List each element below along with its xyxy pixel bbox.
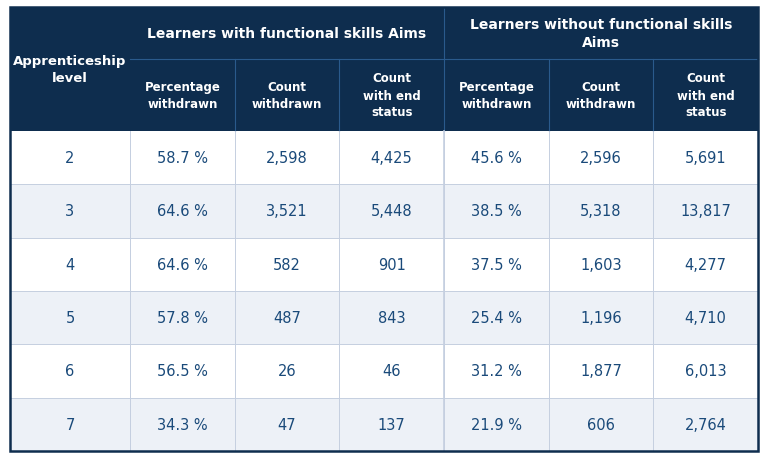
Bar <box>654 60 758 132</box>
Text: 25.4 %: 25.4 % <box>471 310 521 325</box>
Text: 137: 137 <box>378 417 406 432</box>
Text: 5,318: 5,318 <box>581 204 622 219</box>
Text: Percentage
withdrawn: Percentage withdrawn <box>458 81 535 111</box>
Text: 1,196: 1,196 <box>580 310 622 325</box>
Bar <box>10 345 758 398</box>
Text: Apprenticeship
level: Apprenticeship level <box>13 55 127 85</box>
Bar <box>339 60 444 132</box>
Bar <box>444 60 548 132</box>
Text: 1,603: 1,603 <box>580 257 622 272</box>
Text: 4,710: 4,710 <box>685 310 727 325</box>
Bar <box>10 398 758 451</box>
Text: Learners with functional skills Aims: Learners with functional skills Aims <box>147 27 426 41</box>
Text: 4: 4 <box>65 257 74 272</box>
Text: 1,877: 1,877 <box>580 364 622 379</box>
Text: 58.7 %: 58.7 % <box>157 151 208 166</box>
Bar <box>10 238 758 291</box>
Bar <box>10 132 758 185</box>
Text: 47: 47 <box>278 417 296 432</box>
Text: 56.5 %: 56.5 % <box>157 364 208 379</box>
Text: 5,691: 5,691 <box>685 151 727 166</box>
Text: 2,764: 2,764 <box>685 417 727 432</box>
Bar <box>10 8 130 132</box>
Text: 34.3 %: 34.3 % <box>157 417 207 432</box>
Text: 37.5 %: 37.5 % <box>471 257 521 272</box>
Text: 57.8 %: 57.8 % <box>157 310 208 325</box>
Text: 487: 487 <box>273 310 301 325</box>
Text: 13,817: 13,817 <box>680 204 731 219</box>
Text: Count
with end
status: Count with end status <box>677 73 734 119</box>
Text: 38.5 %: 38.5 % <box>471 204 521 219</box>
Text: 901: 901 <box>378 257 406 272</box>
Bar <box>548 60 654 132</box>
Bar <box>130 8 444 60</box>
Text: Percentage
withdrawn: Percentage withdrawn <box>144 81 220 111</box>
Text: 2,596: 2,596 <box>580 151 622 166</box>
Text: Count
withdrawn: Count withdrawn <box>566 81 636 111</box>
Text: 2: 2 <box>65 151 74 166</box>
Text: 46: 46 <box>382 364 401 379</box>
Text: 5,448: 5,448 <box>371 204 412 219</box>
Bar <box>235 60 339 132</box>
Text: Learners without functional skills
Aims: Learners without functional skills Aims <box>470 18 732 50</box>
Text: 64.6 %: 64.6 % <box>157 204 208 219</box>
Text: Count
with end
status: Count with end status <box>362 73 421 119</box>
Text: 843: 843 <box>378 310 406 325</box>
Text: 4,277: 4,277 <box>684 257 727 272</box>
Bar <box>130 60 235 132</box>
Text: 7: 7 <box>65 417 74 432</box>
Text: 6: 6 <box>65 364 74 379</box>
Text: 64.6 %: 64.6 % <box>157 257 208 272</box>
Text: 6,013: 6,013 <box>685 364 727 379</box>
Bar <box>10 185 758 238</box>
Text: 4,425: 4,425 <box>371 151 412 166</box>
Text: 2,598: 2,598 <box>266 151 308 166</box>
Text: 26: 26 <box>278 364 296 379</box>
Text: 3,521: 3,521 <box>266 204 308 219</box>
Bar <box>10 291 758 345</box>
Text: 5: 5 <box>65 310 74 325</box>
Bar <box>444 8 758 60</box>
Text: 31.2 %: 31.2 % <box>471 364 521 379</box>
Text: Count
withdrawn: Count withdrawn <box>252 81 323 111</box>
Text: 21.9 %: 21.9 % <box>471 417 521 432</box>
Text: 606: 606 <box>587 417 615 432</box>
Text: 582: 582 <box>273 257 301 272</box>
Text: 45.6 %: 45.6 % <box>471 151 521 166</box>
Text: 3: 3 <box>65 204 74 219</box>
